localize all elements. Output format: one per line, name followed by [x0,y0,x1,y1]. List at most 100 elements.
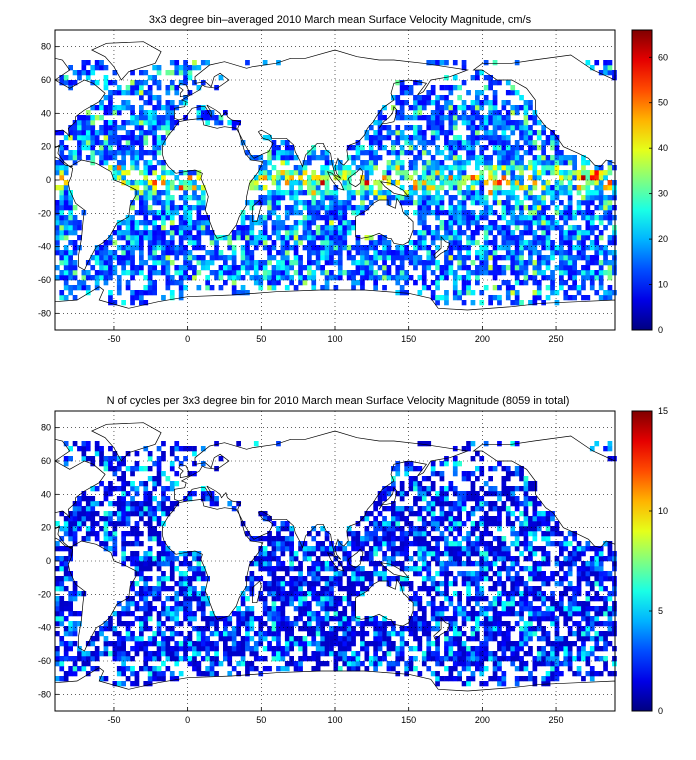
heatmap-cell [139,150,144,156]
heatmap-cell [399,631,405,637]
heatmap-cell [245,611,250,617]
heatmap-cell [368,531,374,537]
heatmap-cell [399,275,405,281]
heatmap-cell [134,641,140,647]
heatmap-cell [147,285,153,291]
heatmap-cell [196,631,202,637]
heatmap-cell [585,170,591,176]
heatmap-cell [152,265,157,271]
heatmap-cell [466,120,471,126]
heatmap-cell [492,245,498,251]
heatmap-cell [289,621,294,627]
heatmap-cell [134,616,140,622]
heatmap-cell [528,130,533,136]
heatmap-cell [130,631,135,637]
heatmap-cell [435,556,440,562]
heatmap-cell [298,591,303,597]
heatmap-cell [514,295,520,301]
heatmap-cell [550,130,555,136]
heatmap-cell [315,666,321,672]
heatmap-cell [466,225,471,231]
heatmap-cell [452,140,458,146]
heatmap-cell [267,556,272,562]
heatmap-cell [223,626,228,632]
heatmap-cell [214,651,219,657]
heatmap-cell [77,235,82,241]
heatmap-cell [444,656,449,662]
heatmap-cell [240,616,246,622]
heatmap-cell [183,611,188,617]
heatmap-cell [293,285,299,291]
heatmap-cell [249,240,255,246]
heatmap-cell [421,606,427,612]
heatmap-cell [536,215,542,221]
heatmap-cell [90,150,96,156]
heatmap-cell [475,160,480,166]
heatmap-cell [147,110,153,116]
heatmap-cell [457,230,462,236]
heatmap-cell [139,636,144,642]
heatmap-cell [103,531,109,537]
heatmap-cell [147,265,153,271]
heatmap-cell [147,170,153,176]
velocity-gridlines [55,30,615,330]
heatmap-cell [169,466,175,472]
heatmap-cell [187,170,193,176]
heatmap-cell [395,125,401,131]
heatmap-cell [581,280,586,286]
heatmap-cell [298,280,303,286]
heatmap-cell [293,170,299,176]
heatmap-cell [497,180,502,186]
heatmap-cell [161,556,166,562]
heatmap-cell [382,521,387,527]
heatmap-cell [152,130,157,136]
heatmap-cell [271,581,277,587]
heatmap-cell [152,135,157,141]
heatmap-cell [373,275,378,281]
heatmap-cell [514,235,520,241]
heatmap-cell [413,155,418,161]
heatmap-cell [276,531,281,537]
heatmap-cell [404,556,409,562]
heatmap-cell [342,215,348,221]
heatmap-cell [289,551,294,557]
heatmap-cell [147,150,153,156]
heatmap-cell [360,160,365,166]
heatmap-cell [196,651,202,657]
heatmap-cell [130,300,135,306]
heatmap-cell [68,285,73,291]
heatmap-cell [413,230,418,236]
heatmap-cell [452,606,458,612]
heatmap-cell [386,531,392,537]
heatmap-cell [421,225,427,231]
heatmap-cell [108,235,113,241]
heatmap-cell [448,165,454,171]
heatmap-cell [607,275,613,281]
heatmap-cell [249,651,255,657]
heatmap-cell [399,110,405,116]
heatmap-cell [408,626,414,632]
heatmap-cell [214,275,219,281]
heatmap-cell [439,611,445,617]
heatmap-cell [55,215,60,221]
heatmap-cell [417,491,423,497]
heatmap-cell [479,215,485,221]
heatmap-cell [351,145,356,151]
heatmap-cell [329,581,334,587]
heatmap-cell [421,185,427,191]
heatmap-cell [475,110,480,116]
heatmap-cell [99,651,104,657]
heatmap-cell [519,105,524,111]
heatmap-cell [108,110,113,116]
heatmap-cell [178,446,184,452]
heatmap-cell [514,220,520,226]
heatmap-cell [165,285,171,291]
heatmap-cell [479,115,485,121]
heatmap-cell [143,275,149,281]
heatmap-cell [214,646,219,652]
heatmap-cell [99,270,104,276]
heatmap-cell [271,571,277,577]
heatmap-cell [514,155,520,161]
heatmap-cell [382,536,387,542]
heatmap-cell [103,125,109,131]
